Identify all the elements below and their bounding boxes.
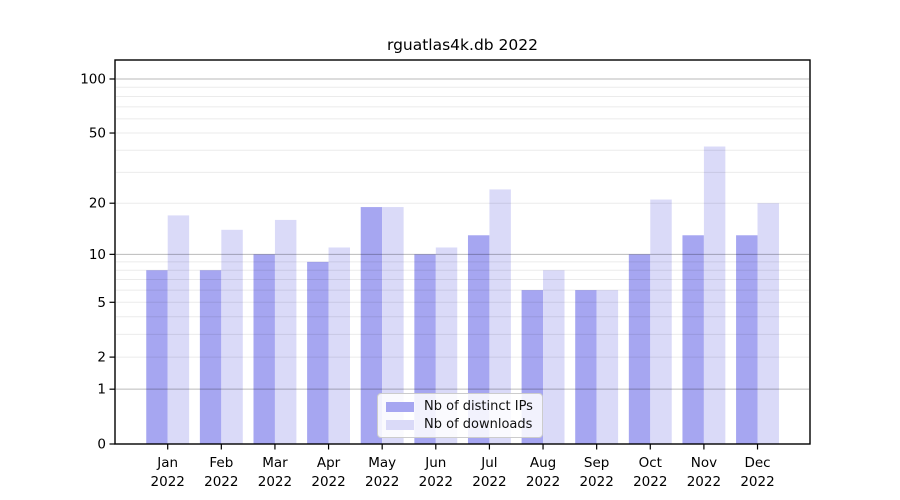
x-tick-label-month-jan: Jan [156,455,178,471]
x-tick-label-month-mar: Mar [262,455,288,471]
x-tick-label-month-may: May [368,455,396,471]
bar-downloads-mar [274,219,297,444]
y-tick-label-100: 100 [80,71,106,87]
y-tick-label-20: 20 [89,196,106,212]
bar-downloads-jan [167,215,190,444]
y-tick-label-1: 1 [97,382,106,398]
y-tick-label-50: 50 [89,126,106,142]
x-tick-label-year-jan: 2022 [151,474,185,490]
bar-downloads-aug [543,270,565,444]
x-tick-label-month-jun: Jun [424,455,446,471]
x-tick-label-year-dec: 2022 [740,474,774,490]
bar-distinct-ips-may [360,207,383,444]
legend-label-distinct-ips: Nb of distinct IPs [424,399,533,414]
x-tick-label-month-apr: Apr [317,455,341,471]
legend-label-downloads: Nb of downloads [424,417,533,432]
x-tick-label-month-feb: Feb [209,455,233,471]
x-tick-label-month-dec: Dec [744,455,770,471]
bar-distinct-ips-dec [736,235,758,444]
x-tick-label-year-sep: 2022 [579,474,613,490]
y-tick-label-2: 2 [97,350,106,366]
legend-item-downloads: Nb of downloads [386,417,534,432]
bar-distinct-ips-jan [146,270,168,444]
y-tick-label-5: 5 [97,295,106,311]
bar-downloads-dec [757,203,779,444]
bar-distinct-ips-mar [253,254,275,444]
plot-border [114,59,811,445]
legend-swatch-downloads [386,419,414,430]
chart-title: rguatlas4k.db 2022 [386,36,539,54]
bar-distinct-ips-jul [467,235,490,444]
x-tick-label-year-aug: 2022 [526,474,560,490]
x-tick-label-year-feb: 2022 [204,474,238,490]
x-tick-label-year-oct: 2022 [633,474,667,490]
bar-downloads-oct [650,199,672,444]
bar-downloads-apr [328,247,351,444]
bar-downloads-sep [596,290,619,444]
legend-swatch-distinct-ips [386,401,414,412]
x-tick-label-year-nov: 2022 [687,474,721,490]
y-tick-label-0: 0 [97,437,106,453]
x-tick-label-month-sep: Sep [584,455,609,471]
x-tick-label-year-apr: 2022 [311,474,345,490]
bar-downloads-may [382,207,404,444]
x-tick-label-month-jul: Jul [480,455,497,471]
legend: Nb of distinct IPs Nb of downloads [377,393,543,438]
y-tick-label-10: 10 [89,247,106,263]
bar-downloads-feb [221,229,243,444]
x-tick-label-month-aug: Aug [530,455,556,471]
bar-downloads-jul [489,189,511,444]
x-tick-label-month-oct: Oct [639,455,662,471]
x-tick-label-year-may: 2022 [365,474,399,490]
x-tick-label-year-jun: 2022 [419,474,453,490]
bar-distinct-ips-oct [628,254,651,444]
bar-downloads-nov [703,146,726,445]
bar-distinct-ips-feb [199,270,222,444]
bar-distinct-ips-apr [307,261,329,444]
x-tick-label-month-nov: Nov [691,455,717,471]
x-tick-label-year-mar: 2022 [258,474,292,490]
bar-distinct-ips-nov [682,235,704,444]
x-tick-label-year-jul: 2022 [472,474,506,490]
legend-item-distinct-ips: Nb of distinct IPs [386,399,534,414]
bar-distinct-ips-sep [575,290,597,444]
